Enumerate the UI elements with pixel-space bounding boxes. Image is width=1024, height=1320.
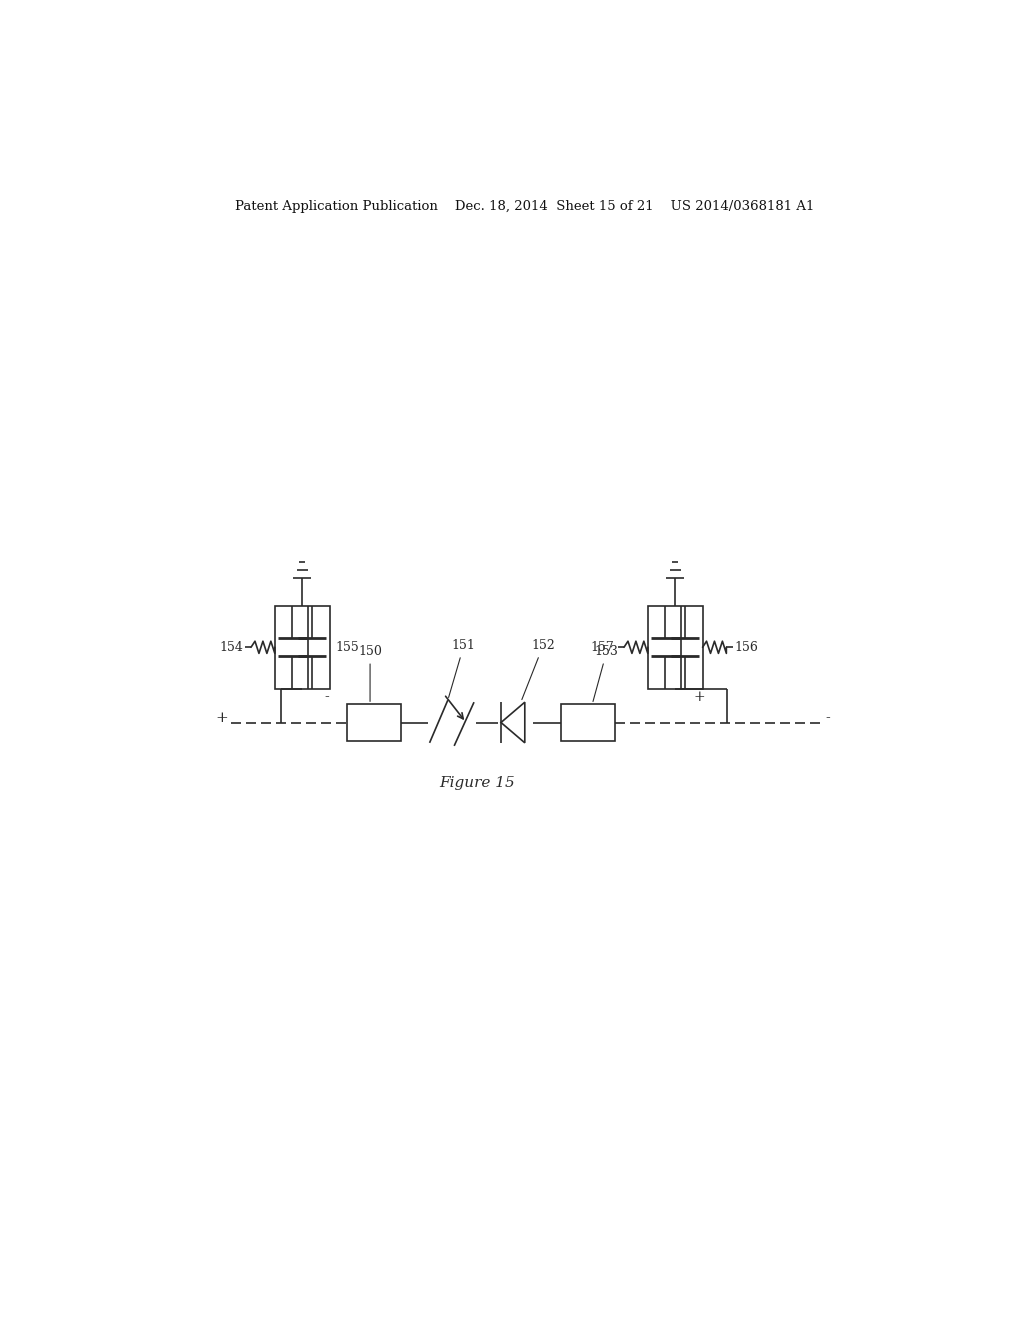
Text: 150: 150 <box>358 645 382 701</box>
Text: -: - <box>825 711 830 726</box>
Text: -: - <box>324 690 329 704</box>
Text: 155: 155 <box>336 640 359 653</box>
Text: 153: 153 <box>593 645 618 701</box>
Text: 154: 154 <box>219 640 243 653</box>
Bar <box>561 704 615 741</box>
Bar <box>648 606 702 689</box>
Text: 151: 151 <box>449 639 476 697</box>
Bar <box>274 606 330 689</box>
Text: Patent Application Publication    Dec. 18, 2014  Sheet 15 of 21    US 2014/03681: Patent Application Publication Dec. 18, … <box>236 199 814 213</box>
Text: 156: 156 <box>734 640 758 653</box>
Text: 157: 157 <box>591 640 614 653</box>
Text: Figure 15: Figure 15 <box>439 776 515 791</box>
Text: +: + <box>693 690 706 704</box>
Bar <box>347 704 401 741</box>
Text: +: + <box>215 711 228 726</box>
Text: 152: 152 <box>522 639 555 700</box>
